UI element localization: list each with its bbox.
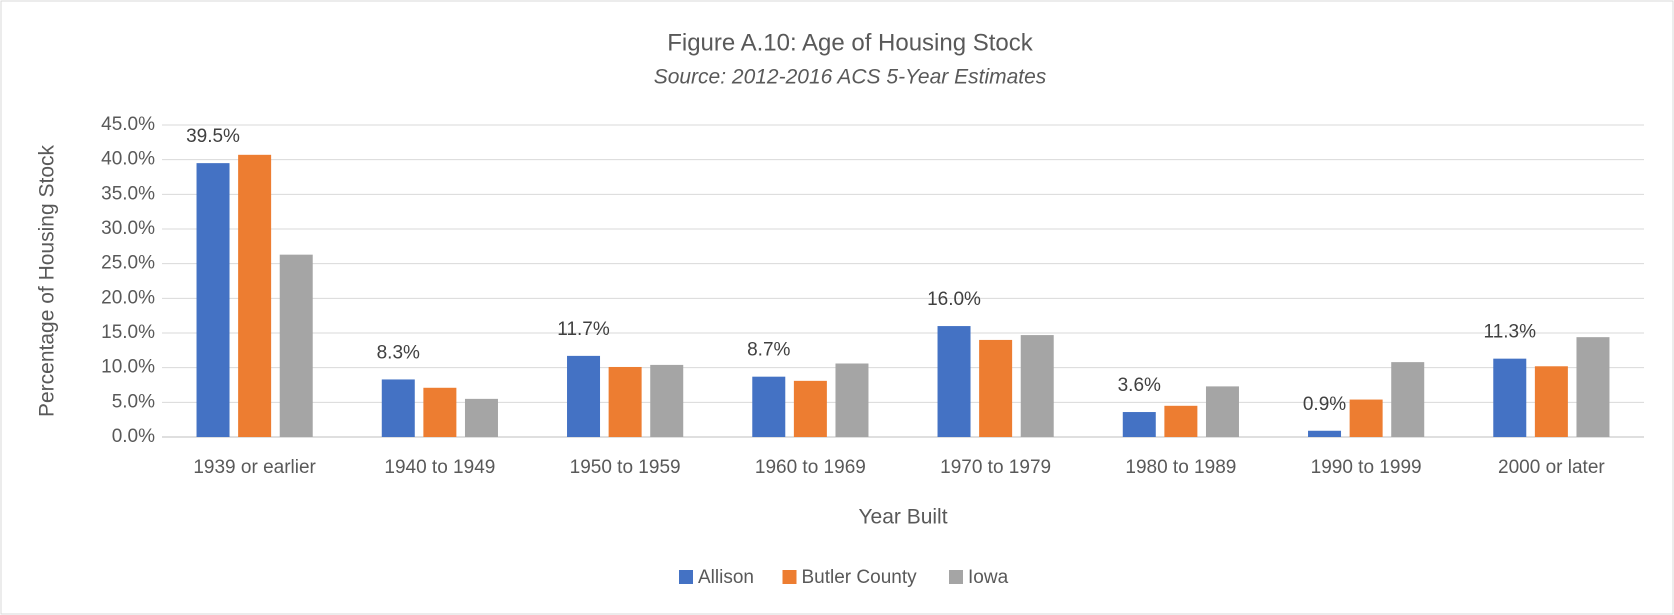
legend-label: Iowa [968,567,1009,588]
bar [1164,405,1198,437]
bar [1020,335,1054,437]
data-label: 39.5% [186,126,240,147]
bar [1308,430,1342,437]
x-tick-label: 1950 to 1959 [570,457,681,478]
x-tick-label: 1939 or earlier [193,457,316,478]
bar [1205,386,1239,437]
y-tick-label: 30.0% [101,218,155,239]
bar [608,366,642,437]
bar [793,380,827,437]
x-tick-label: 1990 to 1999 [1311,457,1422,478]
data-label: 3.6% [1118,375,1161,396]
y-axis-title: Percentage of Housing Stock [36,145,59,417]
x-tick-label: 1940 to 1949 [384,457,495,478]
data-label: 11.7% [557,319,610,340]
y-tick-label: 20.0% [101,287,155,308]
chart-title: Figure A.10: Age of Housing Stock [667,29,1034,56]
y-tick-label: 25.0% [101,253,155,274]
data-label: 0.9% [1303,394,1346,415]
y-tick-label: 10.0% [101,357,155,378]
y-tick-label: 15.0% [101,322,155,343]
x-tick-label: 1960 to 1969 [755,457,866,478]
legend-label: Allison [698,567,754,588]
bar [196,163,230,437]
y-tick-label: 40.0% [101,149,155,170]
bar [464,398,498,437]
x-tick-label: 1970 to 1979 [940,457,1051,478]
bar [1349,399,1383,437]
chart-subtitle: Source: 2012-2016 ACS 5-Year Estimates [654,66,1047,89]
bar [979,339,1013,437]
data-label: 11.3% [1484,322,1537,343]
bar [752,376,786,437]
bar [567,355,601,437]
bar [423,387,457,437]
bar [1534,366,1568,437]
bar [937,326,971,437]
bar [1122,412,1156,437]
y-tick-label: 45.0% [101,114,155,135]
x-tick-label: 1980 to 1989 [1125,457,1236,478]
data-label: 16.0% [927,289,981,310]
y-tick-label: 0.0% [112,426,155,447]
bar [279,254,313,437]
bar [650,364,684,437]
x-tick-label: 2000 or later [1498,457,1605,478]
bar [1493,358,1527,437]
bar [1576,337,1610,437]
bar [381,379,415,437]
legend-label: Butler County [802,567,918,588]
bar [835,363,869,437]
legend-swatch [949,570,963,584]
x-axis-title: Year Built [858,506,947,529]
y-tick-label: 5.0% [112,391,155,412]
y-tick-label: 35.0% [101,183,155,204]
legend-swatch [782,570,797,584]
data-label: 8.3% [377,342,420,363]
data-label: 8.7% [747,340,790,361]
bar [1391,362,1425,437]
legend-swatch [679,570,693,584]
bar [238,154,272,437]
